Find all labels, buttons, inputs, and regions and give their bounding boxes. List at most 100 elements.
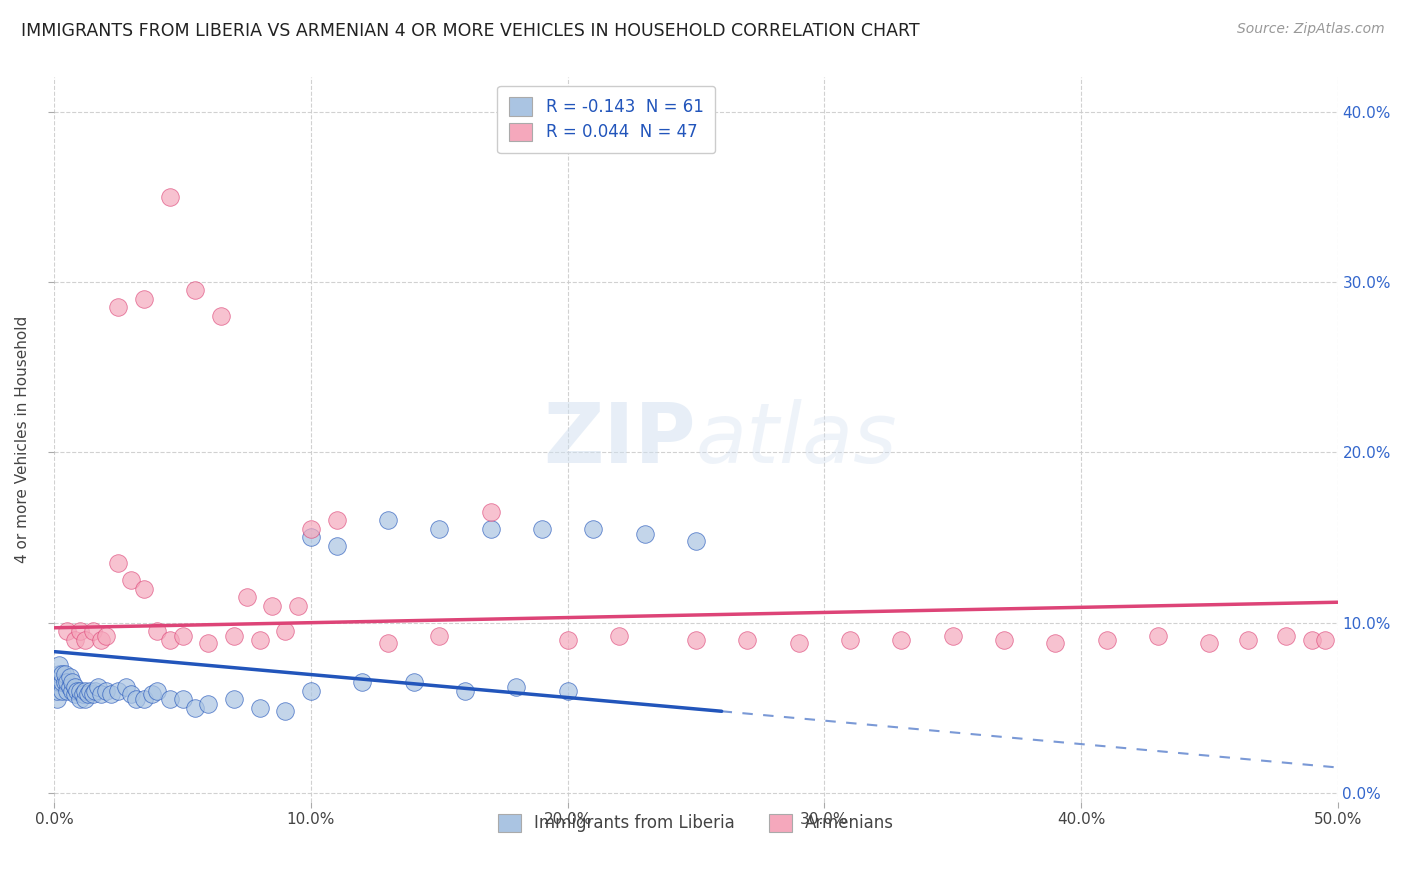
Point <box>76 687 98 701</box>
Point <box>993 632 1015 647</box>
Point <box>63 681 86 695</box>
Point <box>427 629 450 643</box>
Point <box>82 687 104 701</box>
Point <box>107 301 129 315</box>
Text: IMMIGRANTS FROM LIBERIA VS ARMENIAN 4 OR MORE VEHICLES IN HOUSEHOLD CORRELATION : IMMIGRANTS FROM LIBERIA VS ARMENIAN 4 OR… <box>21 22 920 40</box>
Point <box>159 632 181 647</box>
Point <box>454 683 477 698</box>
Point <box>146 624 169 639</box>
Point <box>94 629 117 643</box>
Point <box>53 675 76 690</box>
Point <box>75 692 97 706</box>
Point <box>1147 629 1170 643</box>
Point <box>427 522 450 536</box>
Point <box>479 505 502 519</box>
Point <box>89 687 111 701</box>
Point <box>262 599 284 613</box>
Point <box>184 701 207 715</box>
Point <box>222 629 245 643</box>
Point <box>249 701 271 715</box>
Point <box>134 582 156 596</box>
Point <box>100 687 122 701</box>
Point <box>72 687 94 701</box>
Point <box>87 681 110 695</box>
Point <box>48 658 70 673</box>
Point <box>1095 632 1118 647</box>
Point <box>685 632 707 647</box>
Point <box>1301 632 1323 647</box>
Point <box>685 533 707 548</box>
Point <box>1236 632 1258 647</box>
Text: Source: ZipAtlas.com: Source: ZipAtlas.com <box>1237 22 1385 37</box>
Point <box>89 632 111 647</box>
Point <box>222 692 245 706</box>
Point <box>172 629 194 643</box>
Point <box>159 692 181 706</box>
Y-axis label: 4 or more Vehicles in Household: 4 or more Vehicles in Household <box>15 316 30 563</box>
Point <box>69 692 91 706</box>
Point <box>299 531 322 545</box>
Point <box>299 683 322 698</box>
Point <box>134 292 156 306</box>
Point <box>942 629 965 643</box>
Point <box>63 632 86 647</box>
Point <box>107 556 129 570</box>
Point <box>299 522 322 536</box>
Point <box>107 683 129 698</box>
Point <box>75 632 97 647</box>
Point <box>51 683 73 698</box>
Point <box>633 527 655 541</box>
Point <box>120 573 142 587</box>
Point <box>69 624 91 639</box>
Point <box>1313 632 1336 647</box>
Point <box>890 632 912 647</box>
Text: atlas: atlas <box>696 399 897 480</box>
Point <box>1045 636 1067 650</box>
Point <box>120 687 142 701</box>
Point <box>274 624 297 639</box>
Point <box>51 675 73 690</box>
Point <box>479 522 502 536</box>
Point <box>607 629 630 643</box>
Point <box>51 666 73 681</box>
Point <box>377 636 399 650</box>
Point <box>236 590 259 604</box>
Point <box>66 683 89 698</box>
Point <box>59 681 82 695</box>
Point <box>53 666 76 681</box>
Point <box>377 513 399 527</box>
Point <box>557 632 579 647</box>
Point <box>69 683 91 698</box>
Point <box>60 675 83 690</box>
Point <box>530 522 553 536</box>
Point <box>505 681 527 695</box>
Point <box>56 675 79 690</box>
Point <box>48 675 70 690</box>
Point <box>75 683 97 698</box>
Point <box>197 636 219 650</box>
Point <box>82 624 104 639</box>
Point <box>197 698 219 712</box>
Point <box>141 687 163 701</box>
Point <box>60 683 83 698</box>
Point <box>159 190 181 204</box>
Point <box>737 632 759 647</box>
Point <box>94 683 117 698</box>
Point <box>45 683 67 698</box>
Point <box>56 624 79 639</box>
Point <box>325 513 347 527</box>
Point <box>48 666 70 681</box>
Point <box>249 632 271 647</box>
Point <box>84 683 107 698</box>
Point <box>209 309 232 323</box>
Point <box>79 683 101 698</box>
Point <box>59 670 82 684</box>
Point <box>557 683 579 698</box>
Point <box>184 284 207 298</box>
Point <box>45 692 67 706</box>
Point <box>1275 629 1298 643</box>
Point <box>172 692 194 706</box>
Point <box>134 692 156 706</box>
Text: ZIP: ZIP <box>544 399 696 480</box>
Point <box>115 681 138 695</box>
